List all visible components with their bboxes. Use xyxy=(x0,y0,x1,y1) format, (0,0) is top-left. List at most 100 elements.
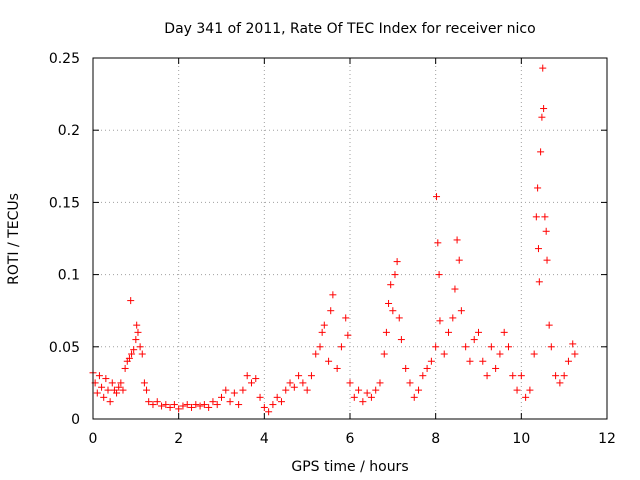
data-point xyxy=(136,343,144,351)
data-point xyxy=(571,350,579,358)
data-point xyxy=(436,317,444,325)
data-point xyxy=(119,386,127,394)
data-point xyxy=(526,386,534,394)
data-point xyxy=(432,343,440,351)
data-point xyxy=(483,372,491,380)
data-point xyxy=(158,402,166,410)
data-point xyxy=(539,64,547,72)
data-point xyxy=(312,350,320,358)
data-point xyxy=(496,350,504,358)
data-point xyxy=(175,405,183,413)
data-point xyxy=(286,379,294,387)
data-point xyxy=(273,393,281,401)
data-point xyxy=(344,331,352,339)
data-point xyxy=(205,403,213,411)
data-point xyxy=(239,386,247,394)
x-tick-label: 10 xyxy=(512,431,530,447)
data-point xyxy=(247,379,255,387)
data-point xyxy=(102,375,110,383)
data-point xyxy=(530,350,538,358)
data-point xyxy=(376,379,384,387)
data-point xyxy=(410,393,418,401)
data-point xyxy=(127,297,135,305)
data-point xyxy=(200,401,208,409)
data-point xyxy=(538,113,546,121)
data-point xyxy=(183,401,191,409)
data-point xyxy=(243,372,251,380)
data-point xyxy=(143,386,151,394)
data-point xyxy=(537,148,545,156)
data-point xyxy=(277,398,285,406)
data-point xyxy=(108,379,116,387)
data-point xyxy=(423,364,431,372)
data-point xyxy=(517,372,525,380)
data-point xyxy=(230,389,238,397)
data-point xyxy=(393,258,401,266)
x-tick-label: 4 xyxy=(260,431,269,447)
data-point xyxy=(196,402,204,410)
data-point xyxy=(303,386,311,394)
data-point xyxy=(466,357,474,365)
y-tick-label: 0.15 xyxy=(49,195,80,211)
data-point xyxy=(522,393,530,401)
data-point xyxy=(564,357,572,365)
data-point xyxy=(470,336,478,344)
data-point xyxy=(132,336,140,344)
data-point xyxy=(256,393,264,401)
data-point xyxy=(329,291,337,299)
data-point xyxy=(100,393,108,401)
data-point xyxy=(457,307,465,315)
y-tick-label: 0 xyxy=(71,412,80,428)
data-point xyxy=(117,379,125,387)
data-point xyxy=(318,328,326,336)
data-point xyxy=(113,389,121,397)
x-tick-label: 6 xyxy=(346,431,355,447)
data-points xyxy=(89,64,579,416)
data-point xyxy=(98,383,106,391)
data-point xyxy=(543,256,551,264)
data-point xyxy=(134,328,142,336)
data-point xyxy=(532,213,540,221)
data-point xyxy=(269,401,277,409)
data-point xyxy=(213,401,221,409)
data-point xyxy=(542,227,550,235)
data-point xyxy=(149,401,157,409)
data-point xyxy=(125,354,133,362)
data-point xyxy=(104,386,112,394)
data-point xyxy=(382,328,390,336)
grid-lines xyxy=(93,58,607,419)
data-point xyxy=(307,372,315,380)
y-tick-label: 0.1 xyxy=(58,268,80,284)
data-point xyxy=(337,343,345,351)
data-point xyxy=(153,398,161,406)
data-point xyxy=(295,372,303,380)
data-point xyxy=(359,398,367,406)
data-point xyxy=(547,343,555,351)
data-point xyxy=(133,321,141,329)
data-point xyxy=(389,307,397,315)
data-point xyxy=(93,389,101,397)
data-point xyxy=(500,328,508,336)
data-point xyxy=(380,350,388,358)
data-point xyxy=(333,364,341,372)
data-point xyxy=(433,193,441,201)
data-point xyxy=(492,364,500,372)
data-point xyxy=(252,375,260,383)
data-point xyxy=(342,314,350,322)
data-point xyxy=(367,393,375,401)
data-point xyxy=(260,403,268,411)
data-point xyxy=(95,372,103,380)
data-point xyxy=(419,372,427,380)
data-point xyxy=(299,379,307,387)
data-point xyxy=(535,278,543,286)
data-point xyxy=(397,336,405,344)
x-tick-label: 8 xyxy=(431,431,440,447)
data-point xyxy=(320,321,328,329)
data-point xyxy=(475,328,482,336)
x-tick-label: 2 xyxy=(174,431,183,447)
data-point xyxy=(350,393,358,401)
chart-title: Day 341 of 2011, Rate Of TEC Index for r… xyxy=(164,21,535,37)
data-point xyxy=(427,357,435,365)
data-point xyxy=(140,379,148,387)
data-point xyxy=(504,343,512,351)
